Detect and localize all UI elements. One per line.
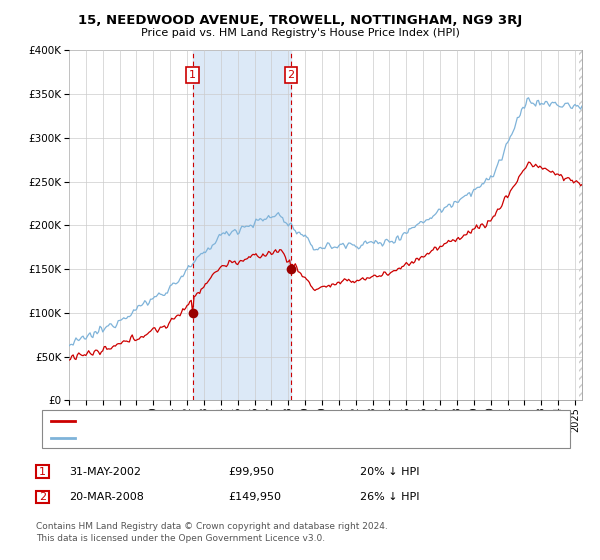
Text: 1: 1 bbox=[39, 466, 46, 477]
Text: 1: 1 bbox=[189, 70, 196, 80]
Text: £149,950: £149,950 bbox=[228, 492, 281, 502]
Text: 31-MAY-2002: 31-MAY-2002 bbox=[69, 466, 141, 477]
Text: 2: 2 bbox=[39, 492, 46, 502]
Text: Contains HM Land Registry data © Crown copyright and database right 2024.: Contains HM Land Registry data © Crown c… bbox=[36, 522, 388, 531]
Text: £99,950: £99,950 bbox=[228, 466, 274, 477]
Text: This data is licensed under the Open Government Licence v3.0.: This data is licensed under the Open Gov… bbox=[36, 534, 325, 543]
Text: 15, NEEDWOOD AVENUE, TROWELL, NOTTINGHAM, NG9 3RJ (detached house): 15, NEEDWOOD AVENUE, TROWELL, NOTTINGHAM… bbox=[80, 416, 463, 426]
Text: 20-MAR-2008: 20-MAR-2008 bbox=[69, 492, 144, 502]
Text: Price paid vs. HM Land Registry's House Price Index (HPI): Price paid vs. HM Land Registry's House … bbox=[140, 28, 460, 38]
Text: HPI: Average price, detached house, Broxtowe: HPI: Average price, detached house, Brox… bbox=[80, 433, 307, 444]
Text: 20% ↓ HPI: 20% ↓ HPI bbox=[360, 466, 419, 477]
Text: 15, NEEDWOOD AVENUE, TROWELL, NOTTINGHAM, NG9 3RJ: 15, NEEDWOOD AVENUE, TROWELL, NOTTINGHAM… bbox=[78, 14, 522, 27]
Text: 26% ↓ HPI: 26% ↓ HPI bbox=[360, 492, 419, 502]
Bar bbox=[193, 50, 291, 400]
Text: 2: 2 bbox=[287, 70, 295, 80]
